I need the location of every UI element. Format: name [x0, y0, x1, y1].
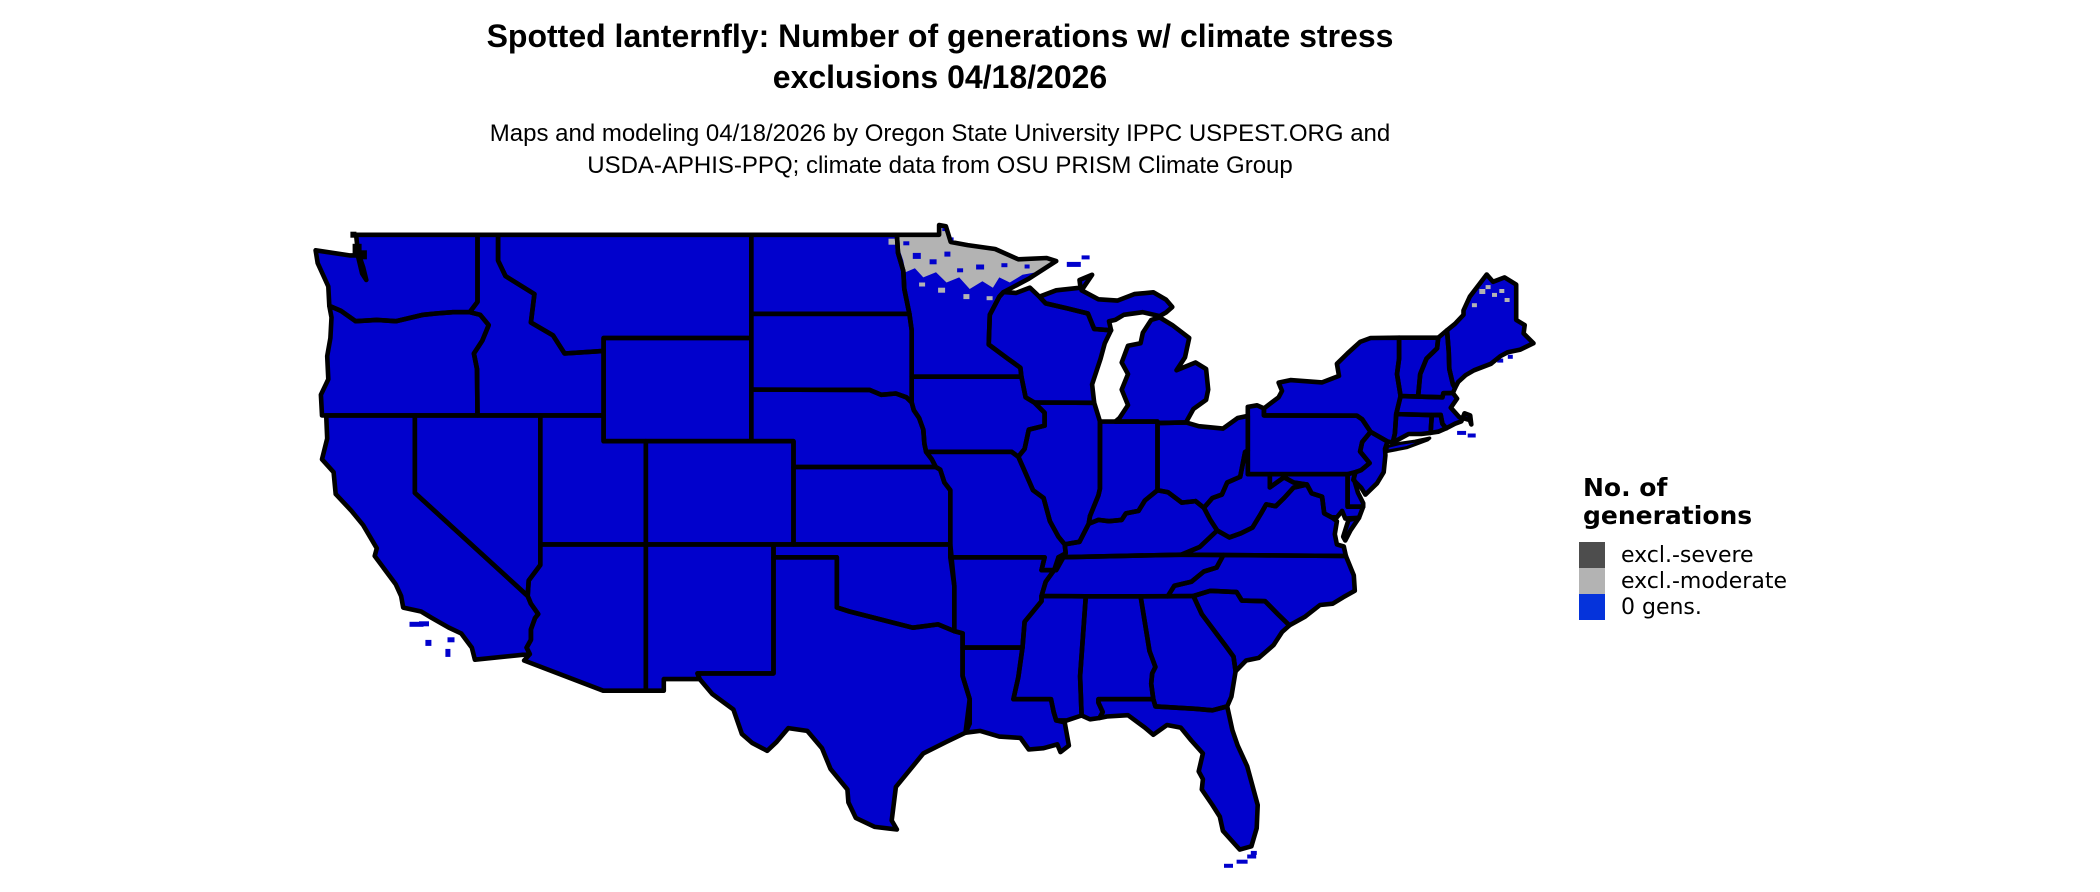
state-kansas: [793, 467, 951, 545]
state-montana: [498, 234, 752, 354]
state-colorado: [645, 441, 794, 545]
state-pennsylvania: [1247, 405, 1371, 475]
state-oklahoma: [773, 544, 955, 632]
legend-items: excl.-severe excl.-moderate 0 gens.: [1579, 542, 1859, 620]
legend-item-excl-severe: excl.-severe: [1579, 542, 1859, 568]
state-new-york: [1263, 337, 1401, 443]
legend-label-excl-moderate: excl.-moderate: [1621, 568, 1787, 594]
state-border-wisconsin: [986, 285, 1114, 406]
state-border-florida: [1096, 696, 1260, 852]
state-border-maine: [1444, 272, 1536, 391]
legend-label-excl-severe: excl.-severe: [1621, 542, 1754, 568]
chart-title-line2: exclusions 04/18/2026: [772, 59, 1108, 95]
chart-subtitle: Maps and modeling 04/18/2026 by Oregon S…: [0, 118, 1880, 182]
legend-label-0-gens: 0 gens.: [1621, 594, 1702, 620]
state-oregon: [320, 305, 489, 416]
state-iowa: [911, 376, 1045, 457]
state-borders: [313, 222, 1536, 852]
state-arizona: [524, 544, 646, 691]
state-mississippi: [1013, 596, 1086, 721]
state-tennessee: [1041, 554, 1224, 597]
state-border-arizona: [521, 542, 649, 693]
state-border-texas: [695, 555, 972, 832]
state-california: [322, 415, 539, 660]
chart-title: Spotted lanternfly: Number of generation…: [0, 16, 1880, 98]
state-alabama: [1080, 596, 1156, 720]
state-north-dakota: [751, 234, 910, 314]
state-idaho: [469, 234, 604, 416]
state-west-virginia: [1203, 450, 1307, 538]
legend-title: No. of generations: [1579, 474, 1859, 530]
chart-title-line1: Spotted lanternfly: Number of generation…: [486, 18, 1394, 54]
state-virginia: [1181, 484, 1346, 556]
state-border-michigan-upper: [1037, 272, 1175, 333]
state-border-north-carolina: [1165, 552, 1358, 628]
state-border-michigan-lower: [1113, 315, 1211, 426]
state-nebraska: [751, 389, 936, 467]
state-south-dakota: [751, 313, 912, 403]
long-island: [1384, 436, 1432, 454]
state-new-mexico: [645, 544, 774, 691]
legend-swatch-excl-moderate: [1579, 568, 1605, 594]
state-indiana: [1088, 421, 1158, 524]
legend-title-line2: generations: [1583, 501, 1753, 530]
state-nevada: [414, 415, 541, 596]
state-florida: [1098, 699, 1258, 850]
chart-subtitle-line1: Maps and modeling 04/18/2026 by Oregon S…: [489, 120, 1391, 147]
state-kentucky: [1058, 490, 1218, 558]
minnesota-excl-moderate: [896, 225, 1057, 289]
legend-swatch-excl-severe: [1579, 542, 1605, 568]
state-arkansas: [950, 557, 1055, 648]
state-utah: [540, 415, 646, 545]
legend: No. of generations excl.-severe excl.-mo…: [1579, 474, 1859, 620]
state-maryland: [1269, 474, 1364, 519]
legend-item-0-gens: 0 gens.: [1579, 594, 1859, 620]
state-georgia: [1140, 596, 1236, 711]
state-missouri: [926, 451, 1066, 571]
chart-subtitle-line2: USDA-APHIS-PPQ; climate data from OSU PR…: [587, 152, 1293, 179]
state-wyoming: [603, 338, 752, 442]
legend-title-line1: No. of: [1583, 473, 1668, 502]
state-border-delmarva-virginia: [1340, 515, 1362, 543]
state-maine: [1447, 274, 1534, 389]
legend-swatch-0-gens: [1579, 594, 1605, 620]
state-wisconsin: [988, 287, 1112, 403]
state-illinois: [1018, 402, 1101, 545]
state-fills: [315, 225, 1534, 850]
state-new-hampshire: [1418, 330, 1455, 398]
state-vermont: [1397, 337, 1439, 397]
legend-item-excl-moderate: excl.-moderate: [1579, 568, 1859, 594]
state-north-carolina: [1167, 555, 1355, 626]
